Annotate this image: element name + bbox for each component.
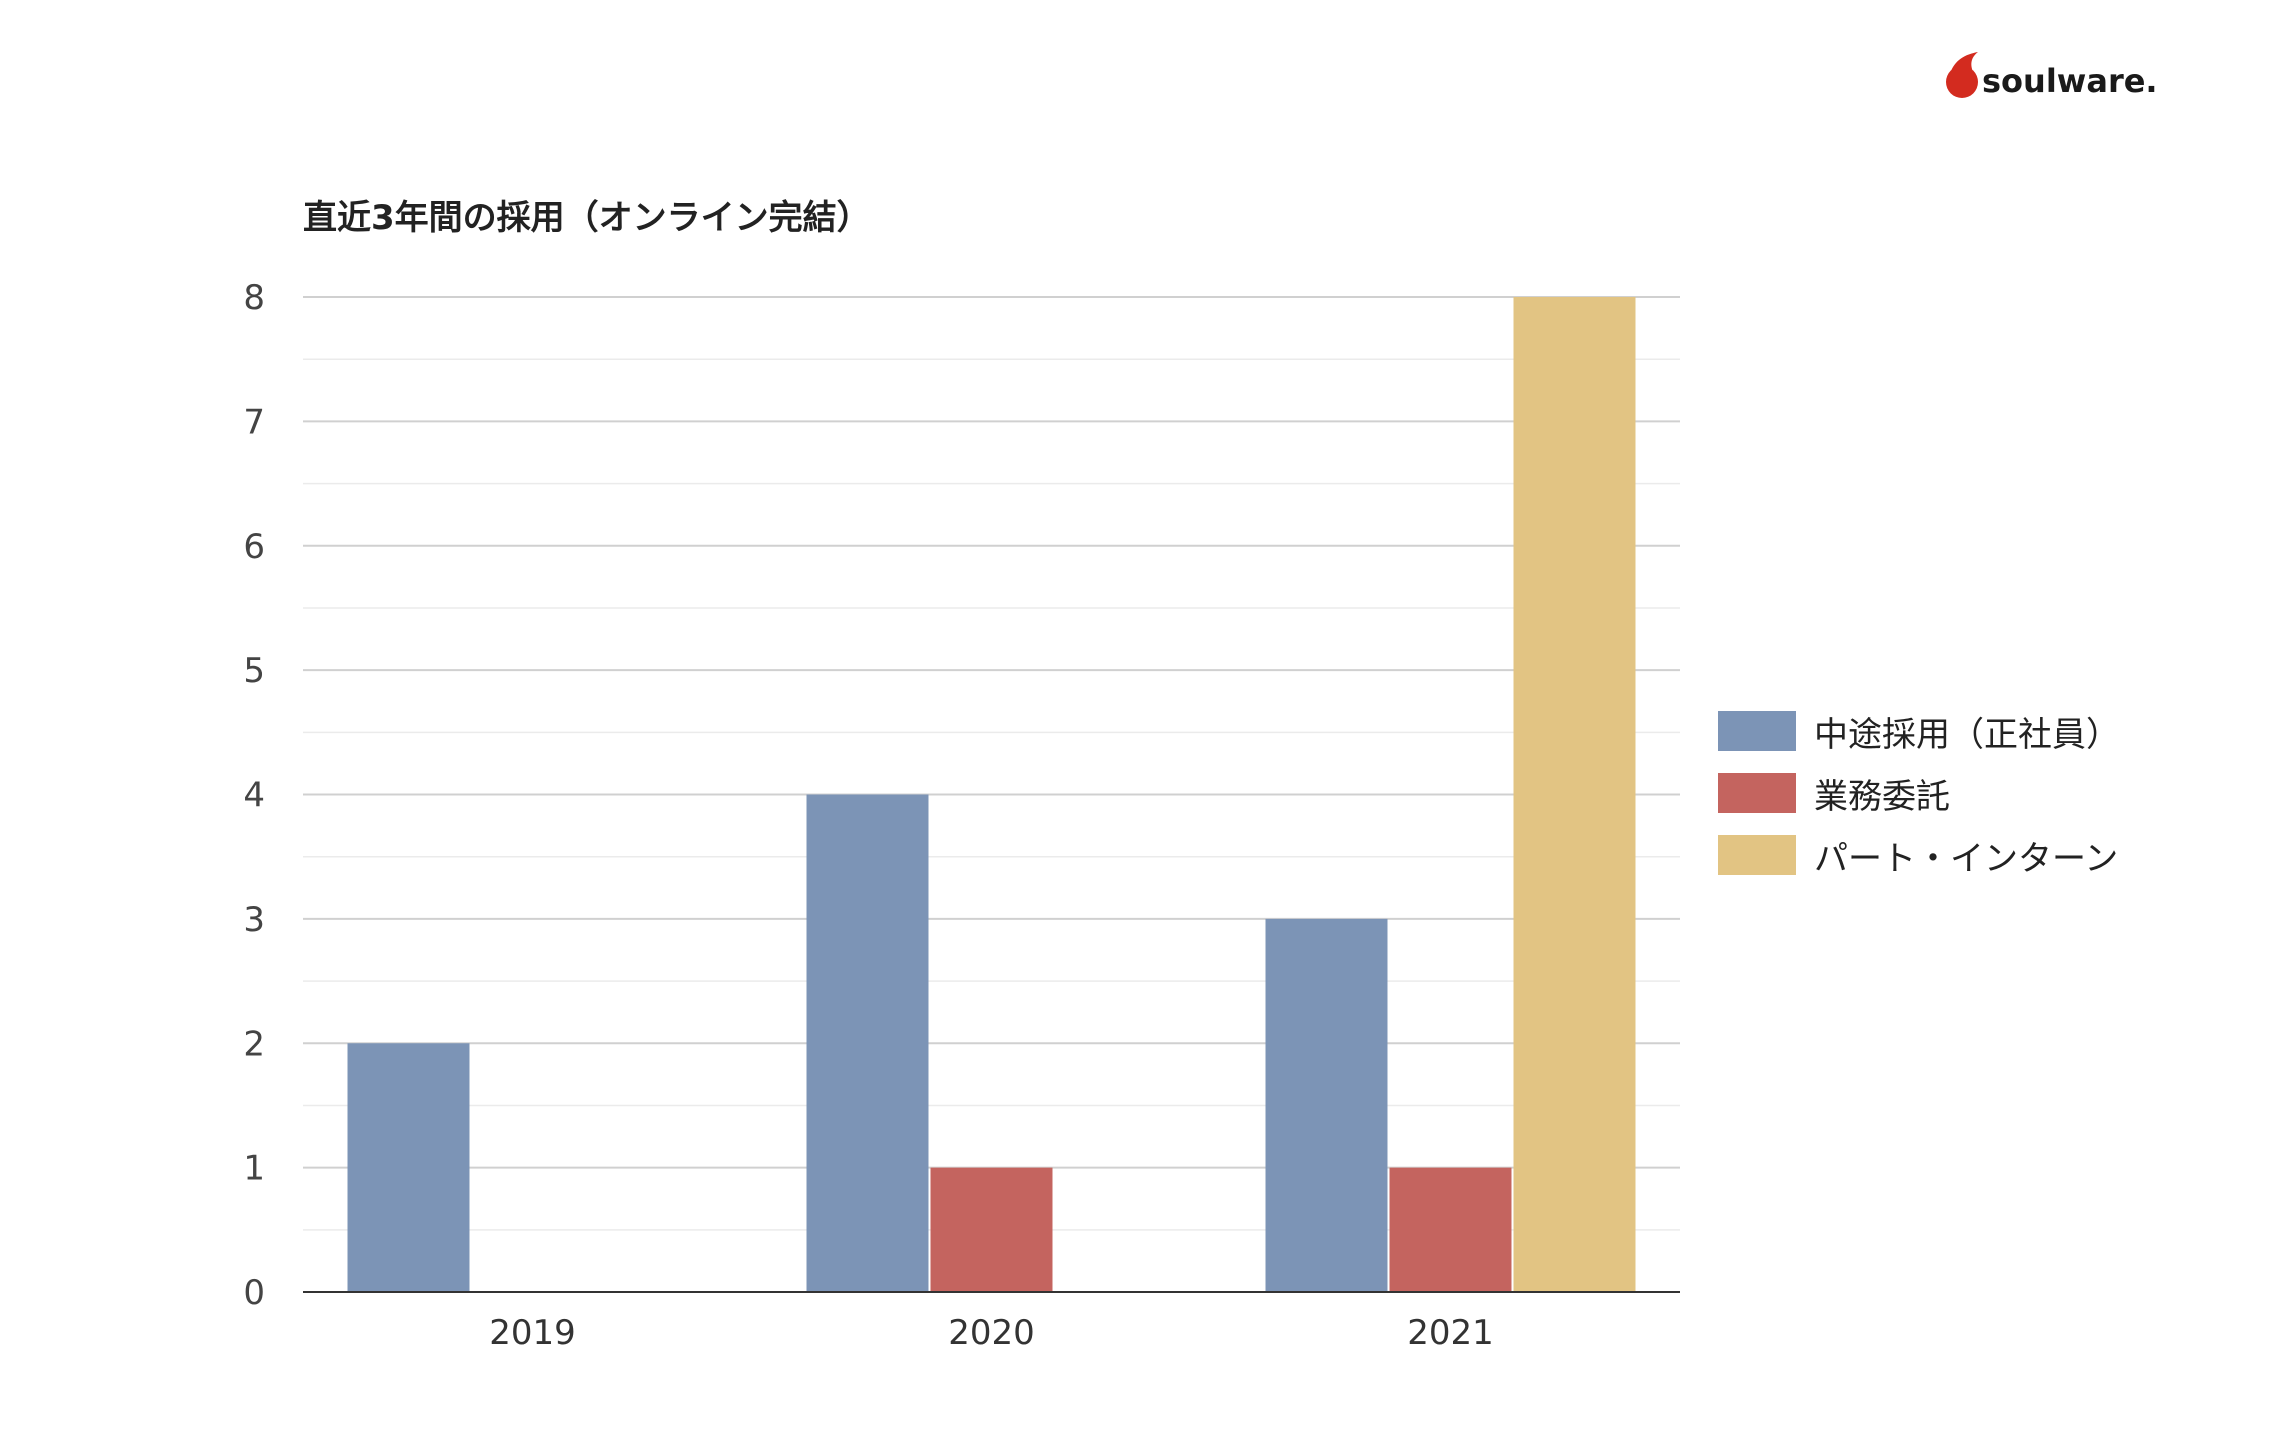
logo-text: soulware. [1982, 62, 2158, 100]
y-tick-label: 3 [243, 900, 265, 940]
y-tick-label: 4 [243, 776, 265, 816]
flame-icon [1946, 52, 1978, 98]
chart-legend: 中途採用（正社員） 業務委託パート・インターン [1718, 700, 2120, 886]
x-tick-label: 2021 [1407, 1313, 1494, 1353]
bar [930, 1167, 1053, 1292]
bar [1265, 918, 1388, 1292]
legend-swatch [1718, 711, 1796, 751]
y-tick-label: 2 [243, 1024, 265, 1064]
legend-label: 中途採用（正社員） [1814, 714, 2120, 755]
bar [1513, 297, 1636, 1292]
legend-item: 中途採用（正社員） [1718, 700, 2120, 762]
legend-swatch [1718, 835, 1796, 875]
y-tick-label: 5 [243, 651, 265, 691]
legend-label: パート・インターン [1814, 838, 2119, 879]
x-tick-label: 2019 [489, 1313, 576, 1353]
y-tick-label: 7 [243, 402, 265, 442]
legend-item: パート・インターン [1718, 824, 2120, 886]
bar [347, 1043, 470, 1292]
bar [1389, 1167, 1512, 1292]
legend-item: 業務委託 [1718, 762, 2120, 824]
legend-swatch [1718, 773, 1796, 813]
x-tick-label: 2020 [948, 1313, 1035, 1353]
y-tick-label: 0 [243, 1273, 265, 1313]
y-tick-label: 1 [243, 1149, 265, 1189]
chart-title: 直近3年間の採用（オンライン完結） [303, 198, 871, 238]
soulware-logo: soulware. [1946, 52, 2158, 100]
legend-label: 業務委託 [1814, 776, 1950, 817]
bar [806, 794, 929, 1292]
y-tick-label: 6 [243, 527, 265, 567]
y-tick-label: 8 [243, 278, 265, 318]
